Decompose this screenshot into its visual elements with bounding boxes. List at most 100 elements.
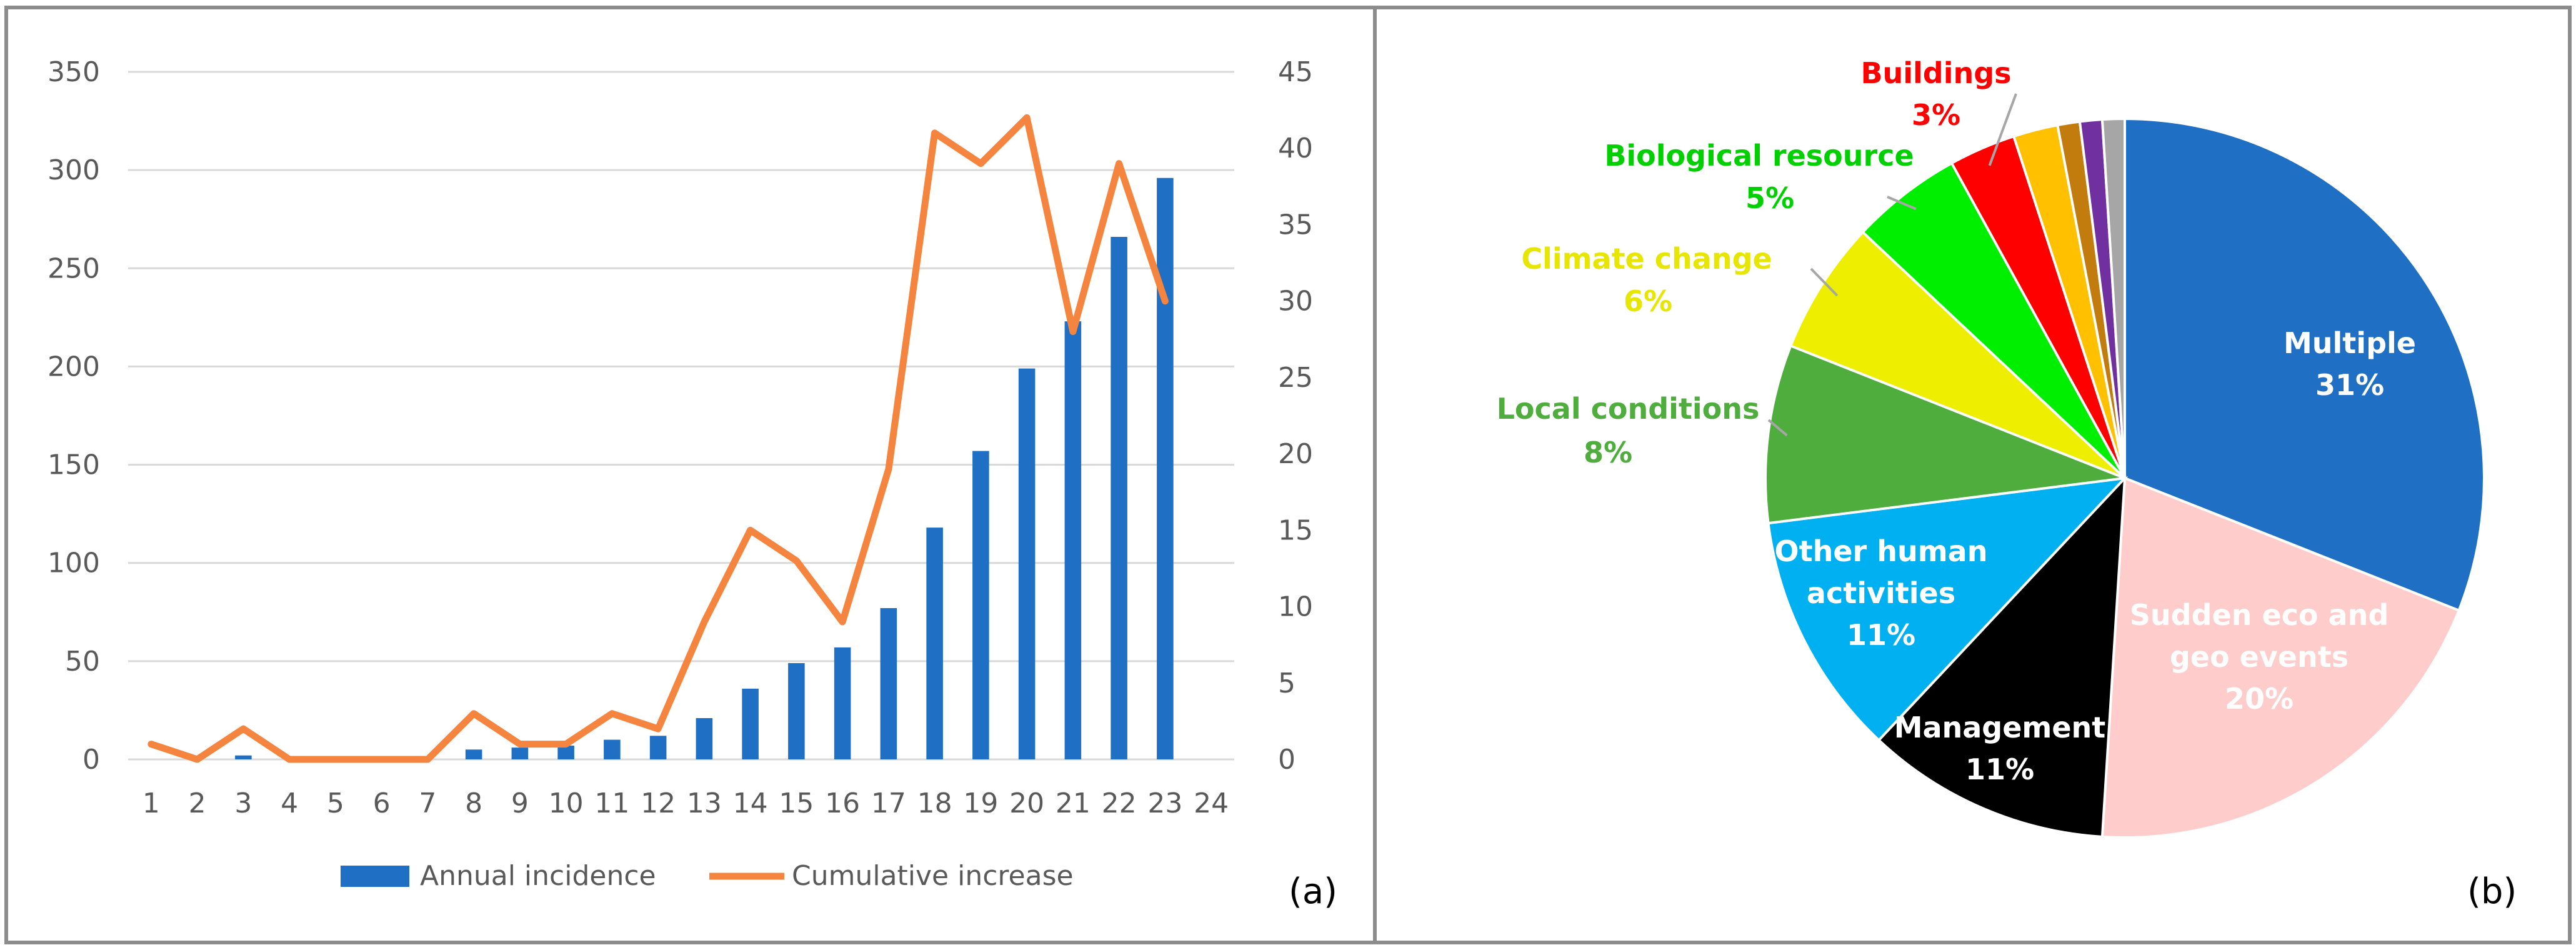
pie-pct-multiple: 31% [2315, 368, 2384, 402]
right-tick-label: 35 [1278, 209, 1313, 241]
bar-21 [1064, 321, 1082, 759]
pie-label-multiple: Multiple [2284, 326, 2416, 360]
left-tick-label: 200 [47, 351, 100, 382]
x-tick-label: 23 [1147, 788, 1182, 819]
pie-pct-management: 11% [1965, 752, 2034, 786]
panel-label-a: (a) [1289, 871, 1337, 912]
bar-17 [880, 608, 897, 759]
right-tick-label: 5 [1278, 668, 1295, 699]
pie-label-other-human-line2: activities [1807, 576, 1955, 610]
bar-15 [788, 663, 805, 759]
pie-label-sudden-eco-line1: Sudden eco and [2130, 598, 2389, 632]
pie-label-management: Management [1894, 711, 2106, 744]
bar-10 [557, 746, 574, 759]
bar-16 [834, 647, 851, 759]
x-tick-label: 12 [641, 788, 676, 819]
legend-label-cumulative-increase: Cumulative increase [792, 860, 1074, 892]
panel-a-legend: Annual incidence Cumulative increase [341, 860, 1074, 892]
x-tick-label: 20 [1009, 788, 1044, 819]
pie-label-local-conditions: Local conditions [1497, 392, 1760, 426]
bar-3 [235, 755, 252, 759]
x-tick-label: 13 [687, 788, 722, 819]
right-tick-label: 0 [1278, 744, 1295, 776]
left-tick-label: 0 [82, 744, 100, 776]
pie-leader-lines [1767, 93, 2017, 437]
pie-slice-management [1877, 474, 2127, 839]
x-tick-label: 17 [871, 788, 906, 819]
pie-slice-sudden-eco-and-geo-events [2100, 476, 2461, 839]
pie-pct-buildings: 3% [1912, 98, 1960, 132]
pie-slices [1764, 117, 2485, 839]
x-tick-label: 14 [733, 788, 768, 819]
pie-slice-other-human-activities [1767, 476, 2129, 742]
bar-8 [465, 749, 482, 759]
annual-incidence-bars [235, 178, 1174, 759]
x-tick-label: 19 [963, 788, 998, 819]
pie-slice-climate-change [1789, 230, 2126, 479]
pie-label-climate-change: Climate change [1521, 242, 1772, 276]
right-tick-label: 30 [1278, 286, 1313, 318]
legend-label-annual-incidence: Annual incidence [420, 860, 656, 892]
left-tick-label: 100 [47, 548, 100, 579]
x-axis-tick-labels: 1 2 3 4 5 6 7 8 9 10 11 12 13 14 15 16 17 18 19 20 21 22 23 24 [142, 788, 1229, 819]
pie-pct-climate-change: 6% [1624, 284, 1672, 318]
right-tick-label: 40 [1278, 132, 1313, 164]
x-tick-label: 3 [234, 788, 252, 819]
pie-label-sudden-eco-line2: geo events [2170, 640, 2349, 674]
x-tick-label: 7 [419, 788, 436, 819]
x-tick-label: 9 [511, 788, 529, 819]
leader-line-buildings [1988, 93, 2017, 166]
x-tick-label: 1 [142, 788, 160, 819]
x-tick-label: 4 [281, 788, 298, 819]
pie-slice-biological-resource [1860, 161, 2126, 479]
bar-23 [1157, 178, 1174, 759]
x-tick-label: 21 [1056, 788, 1091, 819]
right-tick-label: 20 [1278, 438, 1313, 470]
bar-20 [1018, 368, 1036, 759]
panel-b-border [1373, 6, 2572, 944]
x-tick-label: 11 [594, 788, 629, 819]
pie-pct-other-human: 11% [1847, 618, 1915, 652]
leader-line-climate-change [1810, 268, 1839, 297]
x-tick-label: 10 [549, 788, 584, 819]
x-tick-label: 8 [465, 788, 482, 819]
bar-12 [649, 736, 667, 759]
pie-label-other-human-line1: Other human [1775, 534, 1988, 568]
x-tick-label: 5 [327, 788, 344, 819]
x-tick-label: 15 [779, 788, 814, 819]
pie-slice-local-conditions [1764, 344, 2125, 525]
legend-swatch-annual-incidence [341, 866, 409, 887]
right-axis-tick-labels: 0 5 10 15 20 25 30 35 40 45 [1278, 56, 1313, 776]
bar-11 [604, 739, 621, 759]
x-tick-label: 2 [189, 788, 206, 819]
pie-pct-local-conditions: 8% [1584, 436, 1632, 469]
right-tick-label: 25 [1278, 362, 1313, 394]
pie-slice-multiple [2124, 117, 2485, 612]
cumulative-increase-line [147, 114, 1169, 763]
x-tick-label: 6 [373, 788, 391, 819]
bar-18 [926, 528, 943, 759]
panel-label-b: (b) [2467, 871, 2517, 912]
bar-9 [511, 748, 529, 759]
pie-label-buildings: Buildings [1860, 56, 2011, 90]
pie-pct-biological-resource: 5% [1745, 181, 1794, 215]
bar-19 [972, 451, 989, 759]
bar-22 [1111, 237, 1127, 759]
pie-label-biological-resource: Biological resource [1604, 139, 1914, 172]
leader-line-biological-resource [1887, 196, 1917, 211]
left-tick-label: 350 [47, 56, 100, 88]
left-tick-label: 250 [47, 252, 100, 284]
panel-b-pie-chart: Multiple 31% Sudden eco and geo events 2… [1373, 6, 2572, 944]
right-tick-label: 10 [1278, 591, 1313, 623]
pie-slice-other-11 [2100, 117, 2126, 479]
x-tick-label: 22 [1102, 788, 1137, 819]
left-tick-label: 50 [65, 646, 100, 678]
x-tick-label: 16 [825, 788, 860, 819]
x-tick-label: 18 [917, 788, 952, 819]
bar-14 [742, 688, 759, 759]
left-axis-tick-labels: 0 50 100 150 200 250 300 350 [47, 56, 100, 776]
pie-pct-sudden-eco: 20% [2225, 682, 2294, 716]
left-tick-label: 150 [47, 449, 100, 481]
